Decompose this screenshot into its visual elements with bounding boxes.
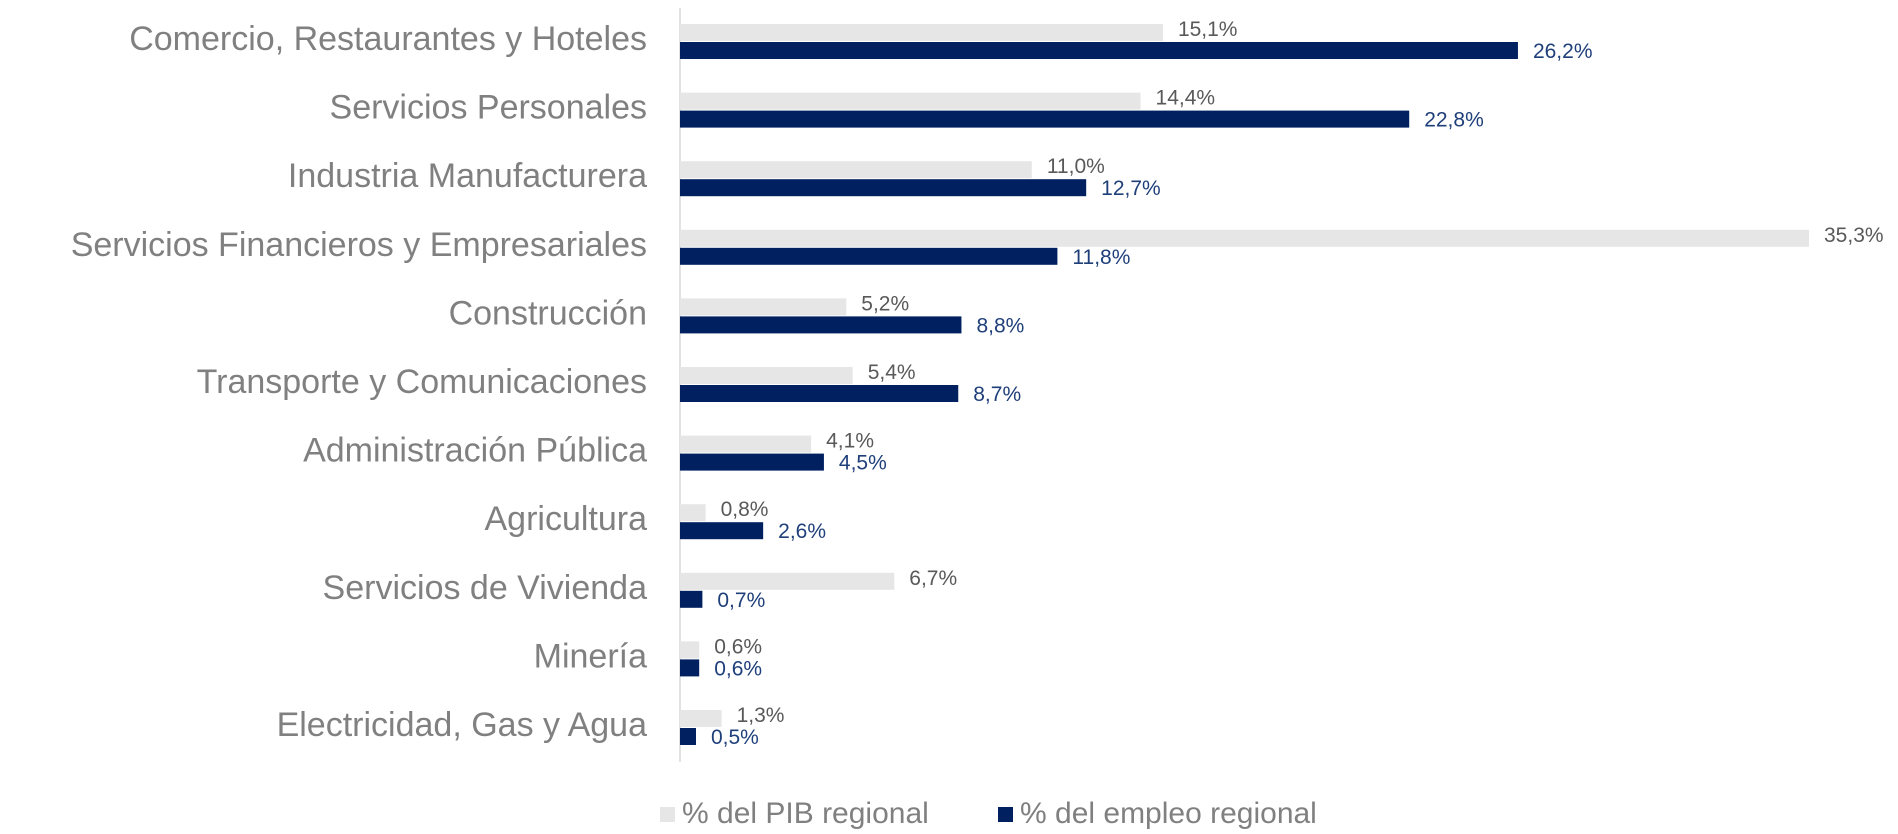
category-label: Minería bbox=[534, 637, 647, 675]
value-label: 4,5% bbox=[839, 452, 887, 475]
value-label: 4,1% bbox=[826, 430, 874, 453]
legend-swatch bbox=[660, 807, 675, 822]
bar bbox=[680, 298, 847, 316]
value-label: 14,4% bbox=[1156, 87, 1216, 110]
bar bbox=[680, 572, 895, 590]
bar bbox=[680, 590, 703, 608]
value-label: 22,8% bbox=[1424, 109, 1484, 132]
value-label: 15,1% bbox=[1178, 18, 1238, 41]
value-label: 6,7% bbox=[909, 567, 957, 590]
category-label: Electricidad, Gas y Agua bbox=[277, 706, 648, 744]
category-label: Servicios Personales bbox=[330, 89, 647, 127]
category-label: Servicios Financieros y Empresariales bbox=[71, 226, 647, 264]
category-label: Construcción bbox=[449, 294, 647, 332]
category-label: Servicios de Vivienda bbox=[323, 569, 648, 607]
category-label: Administración Pública bbox=[303, 432, 647, 470]
value-label: 8,8% bbox=[976, 314, 1024, 337]
bar bbox=[680, 453, 824, 471]
bar bbox=[680, 504, 706, 522]
bar bbox=[680, 710, 722, 727]
bar bbox=[680, 247, 1058, 265]
bar bbox=[680, 229, 1809, 247]
bar bbox=[680, 435, 812, 453]
value-label: 11,8% bbox=[1072, 246, 1130, 269]
bar bbox=[680, 641, 700, 659]
value-label: 12,7% bbox=[1101, 177, 1161, 200]
legend-label: % del empleo regional bbox=[1020, 797, 1317, 830]
bar bbox=[680, 161, 1032, 179]
legend-swatch bbox=[998, 807, 1013, 822]
category-label: Agricultura bbox=[484, 500, 647, 538]
bar bbox=[680, 42, 1518, 59]
value-label: 35,3% bbox=[1824, 224, 1884, 247]
bar bbox=[680, 316, 962, 334]
value-label: 0,8% bbox=[721, 498, 769, 521]
value-label: 0,7% bbox=[717, 589, 765, 612]
value-label: 0,6% bbox=[714, 657, 762, 680]
value-label: 0,5% bbox=[711, 726, 759, 749]
bar bbox=[680, 24, 1163, 41]
category-label: Comercio, Restaurantes y Hoteles bbox=[129, 20, 647, 58]
value-label: 2,6% bbox=[778, 520, 826, 543]
legend-label: % del PIB regional bbox=[682, 797, 929, 830]
bar bbox=[680, 92, 1141, 110]
bar bbox=[680, 659, 700, 677]
bar bbox=[680, 367, 853, 384]
value-label: 8,7% bbox=[973, 383, 1021, 406]
value-label: 5,4% bbox=[868, 361, 916, 384]
value-label: 0,6% bbox=[714, 635, 762, 658]
bar bbox=[680, 385, 959, 402]
bar bbox=[680, 179, 1087, 197]
category-label: Industria Manufacturera bbox=[288, 157, 647, 195]
value-label: 26,2% bbox=[1533, 40, 1593, 63]
category-label: Transporte y Comunicaciones bbox=[197, 363, 647, 401]
bar bbox=[680, 110, 1410, 128]
bar bbox=[680, 522, 764, 540]
value-label: 5,2% bbox=[861, 292, 909, 315]
bar bbox=[680, 728, 696, 745]
value-label: 11,0% bbox=[1047, 155, 1105, 178]
value-label: 1,3% bbox=[737, 704, 785, 727]
